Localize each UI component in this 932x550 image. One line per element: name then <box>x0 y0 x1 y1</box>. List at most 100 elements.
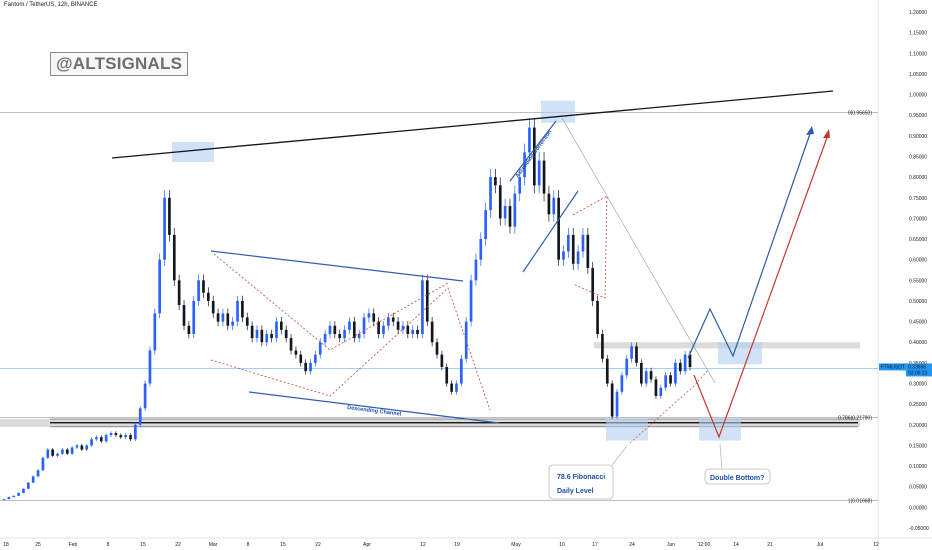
candle-body <box>523 152 526 178</box>
candle-body <box>211 300 215 314</box>
candle-body <box>620 375 624 392</box>
candle-body <box>591 267 595 301</box>
candle-body <box>241 300 244 318</box>
candle-body <box>192 300 196 334</box>
candle-body <box>299 354 303 363</box>
x-tick-label: 8 <box>107 542 110 548</box>
candle-body <box>669 375 672 384</box>
candle-body <box>41 457 45 471</box>
y-tick-label: 0.60000 <box>909 258 927 264</box>
candle-body <box>95 437 98 440</box>
candle-body <box>7 497 11 500</box>
fibonacci-callout-line1: 78.6 Fibonacci <box>557 474 605 481</box>
candle-body <box>435 342 439 355</box>
candle-body <box>615 391 619 417</box>
candle-body <box>469 280 473 322</box>
y-tick-label: 0.45000 <box>909 320 927 326</box>
candle-body <box>406 325 410 334</box>
candle-body <box>498 185 502 219</box>
bar-countdown: 03:06:23 <box>908 370 928 376</box>
candle-body <box>586 234 590 268</box>
candle-body <box>119 435 123 438</box>
y-tick-label: 0.55000 <box>909 278 927 284</box>
candle-body <box>528 127 531 153</box>
candle-body <box>683 354 687 372</box>
highlight-box <box>541 100 575 123</box>
candle-body <box>430 321 434 343</box>
candle-body <box>250 325 254 339</box>
candle-body <box>450 383 453 392</box>
candle-body <box>674 362 677 384</box>
candle-body <box>391 317 395 322</box>
candle-body <box>202 280 205 293</box>
candle-body <box>304 362 307 372</box>
candle-body <box>46 449 50 458</box>
candle-body <box>138 408 142 425</box>
symbol-tag-label: FTMUSDT <box>881 364 905 370</box>
candle-body <box>513 193 517 227</box>
candle-body <box>2 499 6 501</box>
candle-body <box>36 470 40 477</box>
candle-body <box>581 234 585 252</box>
fib-level-label: 0(0.95650) <box>848 111 873 117</box>
highlight-box <box>606 418 648 441</box>
candle-body <box>328 325 332 334</box>
y-tick-label: 0.65000 <box>909 237 927 243</box>
candle-body <box>17 492 20 496</box>
x-tick-label: 15 <box>280 542 286 548</box>
candle-body <box>547 193 551 215</box>
candle-body <box>464 321 468 359</box>
candle-body <box>129 435 132 440</box>
callout-pointer <box>611 445 628 466</box>
candle-body <box>455 383 458 392</box>
chart-title: Fantom / TetherUS, 12h, BINANCE <box>4 2 98 8</box>
y-tick-label: 0.25000 <box>909 402 927 408</box>
x-tick-label: 24 <box>629 542 635 548</box>
candle-body <box>567 234 570 252</box>
y-tick-label: 0.00000 <box>909 505 927 511</box>
candle-body <box>226 313 230 326</box>
candle-body <box>489 177 492 211</box>
candle-body <box>231 321 235 326</box>
candle-body <box>51 449 54 456</box>
candle-body <box>75 445 79 448</box>
red-arrowhead <box>823 129 830 138</box>
x-tick-label: 25 <box>35 542 41 548</box>
candle-body <box>289 338 293 351</box>
candle-body <box>688 354 692 368</box>
candle-body <box>163 197 166 260</box>
candle-body <box>279 321 283 330</box>
candle-body <box>343 329 346 339</box>
candle-body <box>275 321 278 339</box>
x-tick-label: Jun <box>667 542 675 548</box>
candle-body <box>26 482 30 489</box>
last-price-value: 0.33656 <box>908 364 926 370</box>
candle-body <box>377 321 380 334</box>
double-bottom-label: Double Bottom? <box>710 475 764 482</box>
x-tick-label: Jul <box>817 542 823 548</box>
candle-body <box>56 453 59 456</box>
y-tick-label: 0.75000 <box>909 196 927 202</box>
candle-body <box>610 383 614 417</box>
x-tick-label: Apr <box>363 542 371 548</box>
y-tick-label: 1.15000 <box>909 31 927 37</box>
y-tick-label: 1.00000 <box>909 93 927 99</box>
candle-body <box>557 197 560 260</box>
y-tick-label: 0.50000 <box>909 299 927 305</box>
candle-body <box>659 387 663 396</box>
candle-body <box>61 449 64 454</box>
candle-body <box>284 329 288 339</box>
candle-body <box>338 333 342 339</box>
blue-projection-path <box>687 127 813 359</box>
candle-body <box>576 251 580 264</box>
y-tick-label: 1.10000 <box>909 51 927 57</box>
candle-body <box>109 433 113 436</box>
candle-body <box>396 321 400 330</box>
candle-body <box>494 177 497 186</box>
y-tick-label: 0.40000 <box>909 340 927 346</box>
candle-body <box>168 197 171 235</box>
candle-body <box>440 354 444 368</box>
y-tick-label: -0.05000 <box>909 526 929 532</box>
candle-body <box>314 354 317 363</box>
